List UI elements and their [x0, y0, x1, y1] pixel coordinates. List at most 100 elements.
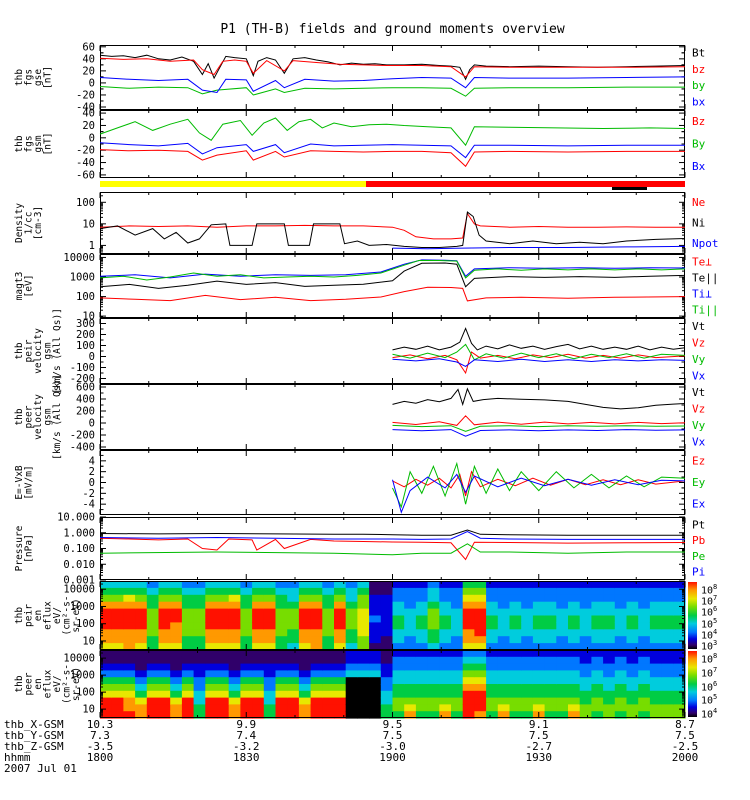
legend-Pi: Pi — [692, 566, 705, 579]
panel-peir_eflux: 10000 1000 100 10 thb peir en eflux eV/(cm²-s-sr… — [0, 581, 750, 652]
y-tick-label: 200 — [76, 329, 95, 341]
panel-density: 100 10 1 Ne Ni Npot Density 1/cc [cm-3] — [0, 192, 750, 254]
y-tick-label: 100 — [76, 340, 95, 352]
y-axis-label: fgs — [24, 69, 35, 86]
y-tick-label: 600 — [76, 382, 95, 394]
y-axis-label: gsm — [43, 342, 54, 359]
series-By — [99, 117, 686, 147]
series-Npot — [392, 245, 686, 250]
xtick-value: 1900 — [379, 751, 406, 764]
legend-Bt: Bt — [692, 47, 705, 60]
y-axis-label: [nT] — [43, 133, 54, 156]
colorbar-tick: 105 — [701, 693, 718, 707]
y-axis-label: 1/cc — [24, 212, 35, 235]
y-tick-label: 0 — [89, 77, 95, 89]
legend-Te⊥: Te⊥ — [692, 256, 712, 269]
xtick-value: 7.5 — [528, 729, 549, 742]
legend-Ti⊥: Ti⊥ — [692, 288, 712, 301]
y-tick-label: -4 — [82, 499, 95, 511]
series-Vy — [392, 424, 686, 432]
y-tick-label: 100 — [76, 291, 95, 303]
y-axis-label: [nT] — [43, 66, 54, 89]
y-tick-label: 4 — [89, 455, 95, 467]
colorbar — [688, 582, 697, 649]
axis-row-label-x: thb_X-GSM — [4, 718, 64, 731]
colorbar-tick: 108 — [701, 583, 718, 597]
y-tick-label: 0 — [89, 351, 95, 363]
series-Vx — [392, 358, 686, 367]
y-tick-label: -40 — [76, 157, 95, 169]
y-axis-label: peer — [24, 405, 35, 428]
legend-Ni: Ni — [692, 217, 705, 230]
xtick-value: -3.0 — [379, 740, 406, 753]
legend-Vz: Vz — [692, 402, 705, 415]
series-Ti_par — [99, 260, 686, 281]
y-axis-label: [km/s (All Qs)] — [52, 374, 63, 460]
legend-Vy: Vy — [692, 419, 706, 432]
y-axis-label: peir — [24, 604, 35, 627]
y-tick-label: 10000 — [63, 252, 95, 264]
peer_eflux-svg: 10000 1000 100 10 thbpeerenefluxeV/(cm²-s-sr… — [14, 650, 686, 719]
panel-efield: 4 2 0 -2 -4 Ez Ey Ex E=-VxB [mV/m] — [0, 450, 750, 515]
xtick-value: 9.1 — [528, 718, 549, 731]
xtick-value: -2.7 — [525, 740, 553, 753]
series-Ne — [99, 212, 685, 240]
y-axis-label: Pressure — [14, 525, 25, 571]
legend-Ne: Ne — [692, 196, 705, 209]
xtick-value: 8.7 — [675, 718, 695, 731]
y-tick-label: 1 — [89, 240, 95, 252]
xtick-value: 1930 — [525, 751, 553, 764]
y-tick-label: 300 — [76, 318, 95, 330]
y-axis-label: (cm²-s- — [62, 664, 73, 704]
legend-Pe: Pe — [692, 550, 705, 563]
colorbar-tick: 108 — [701, 652, 718, 666]
legend-Npot: Npot — [692, 237, 719, 250]
y-axis-label: thb — [14, 342, 25, 359]
series-Pb — [99, 537, 686, 561]
legend-Vy: Vy — [692, 353, 706, 366]
y-axis-label: peer — [24, 672, 35, 695]
series-Vy — [392, 343, 686, 361]
series-by — [99, 86, 685, 97]
xtick-value: 7.5 — [675, 729, 695, 742]
colorbar-tick: 104 — [701, 707, 718, 721]
colorbar-tick: 104 — [701, 627, 718, 642]
plot-title: P1 (TH-B) fields and ground moments over… — [220, 22, 565, 37]
y-tick-label: 0.001 — [63, 575, 95, 587]
panel-magt3: 10000 1000 100 10 Te⊥ Te|| Ti⊥ Ti|| magt3 [eV] — [0, 252, 750, 323]
pressure-svg: 10.000 1.000 0.100 0.010 0.001 Pt Pb Pe Pi Pressu… — [14, 512, 705, 587]
panel-peer_eflux: 10000 1000 100 10 thb peer en eflux eV/(cm²-s-sr… — [0, 650, 750, 721]
legend-Vx: Vx — [692, 369, 706, 382]
series-bz — [99, 57, 686, 78]
y-tick-label: 100 — [76, 687, 95, 699]
efield-svg: 420-2-4 Ez Ey Ex E=-VxB[mV/m] — [14, 450, 706, 515]
y-tick-label: 10 — [82, 311, 95, 323]
xtick-value: 9.9 — [236, 718, 257, 731]
axis-row-label-y: thb_Y-GSM — [4, 729, 64, 742]
y-tick-label: -2 — [82, 488, 95, 500]
series-Vt — [392, 387, 686, 410]
legend-Te||: Te|| — [692, 272, 719, 285]
xtick-value: -3.2 — [233, 740, 260, 753]
y-tick-label: 1000 — [70, 601, 95, 613]
series-Vz — [392, 415, 686, 426]
xtick-value: 7.5 — [382, 729, 403, 742]
y-axis-label: gsm — [33, 135, 44, 152]
legend-Vt: Vt — [692, 386, 705, 399]
y-axis-label: sr-eV) — [71, 667, 82, 701]
y-axis-label: thb — [14, 675, 25, 692]
colorbar-tick: 106 — [701, 679, 718, 693]
xtick-value: 7.3 — [90, 729, 110, 742]
legend-bx: bx — [692, 95, 706, 108]
legend-Ez: Ez — [692, 454, 705, 467]
colorbar-tick: 107 — [701, 594, 718, 608]
legend-bz: bz — [692, 63, 705, 76]
y-axis-label: [mV/m] — [24, 465, 35, 499]
y-tick-label: 20 — [82, 65, 95, 77]
series-Bx — [99, 142, 685, 159]
panel-survey_bar — [0, 181, 750, 190]
y-axis-label: [eV] — [24, 275, 35, 298]
colorbar-tick: 107 — [701, 665, 718, 680]
legend-Ey: Ey — [692, 476, 706, 489]
